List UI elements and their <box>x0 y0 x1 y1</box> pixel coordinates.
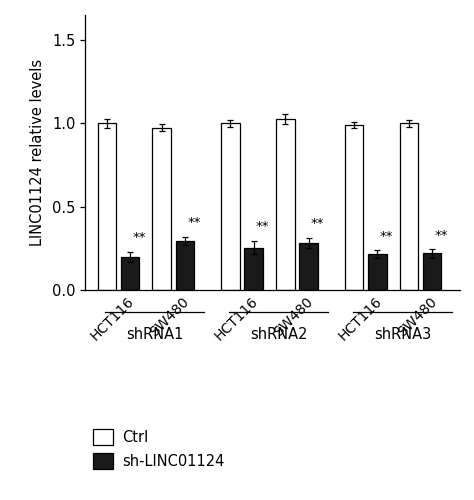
Bar <box>98 124 116 290</box>
Legend: Ctrl, sh-LINC01124: Ctrl, sh-LINC01124 <box>92 430 224 469</box>
Text: shRNA3: shRNA3 <box>374 326 431 342</box>
Bar <box>245 248 263 290</box>
Bar <box>368 254 387 290</box>
Text: **: ** <box>380 230 393 242</box>
Text: **: ** <box>435 228 448 241</box>
Bar <box>153 128 171 290</box>
Bar <box>221 124 240 290</box>
Bar <box>345 125 364 290</box>
Bar <box>276 119 294 290</box>
Text: **: ** <box>311 217 324 230</box>
Bar <box>423 254 441 290</box>
Bar <box>400 124 419 290</box>
Text: shRNA2: shRNA2 <box>250 326 308 342</box>
Text: shRNA1: shRNA1 <box>126 326 183 342</box>
Bar <box>300 242 318 290</box>
Bar <box>121 256 139 290</box>
Text: **: ** <box>132 231 146 244</box>
Bar <box>175 241 194 290</box>
Text: **: ** <box>187 216 201 229</box>
Y-axis label: LINC01124 relative levels: LINC01124 relative levels <box>30 59 45 246</box>
Text: **: ** <box>256 220 270 234</box>
